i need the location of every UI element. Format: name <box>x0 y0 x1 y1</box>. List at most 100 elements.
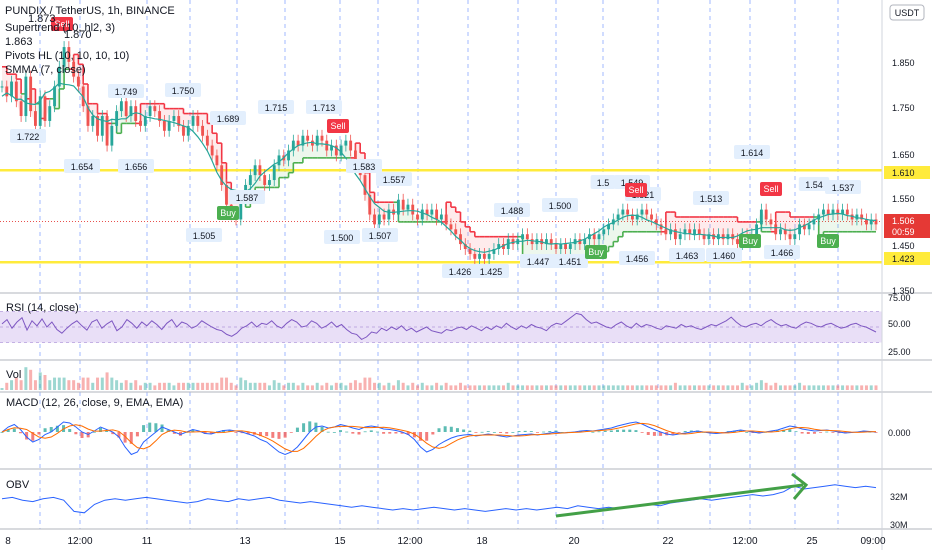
candle <box>707 234 711 240</box>
macd-histogram-bar <box>468 430 472 432</box>
time-label: 13 <box>239 536 251 547</box>
supertrend-fill <box>718 216 724 240</box>
pivot-label: 1.614 <box>741 148 764 158</box>
macd-histogram-bar <box>431 432 435 435</box>
time-axis[interactable]: 8 12:00 11 13 15 12:00 18 20 22 12:00 25 09:00 <box>5 536 886 547</box>
candle <box>167 120 171 131</box>
price-axis[interactable]: 1.850 1.750 1.650 1.550 1.450 1.350 1.61… <box>884 58 930 296</box>
candle <box>673 229 677 240</box>
candle <box>320 135 324 141</box>
macd-histogram-bar <box>135 432 139 437</box>
candle <box>468 249 472 254</box>
volume-bar <box>172 385 176 390</box>
volume-bar <box>769 385 773 390</box>
volume-bar <box>253 382 257 390</box>
volume-bar <box>406 385 410 390</box>
macd-histogram-bar <box>92 431 96 433</box>
obv-axis[interactable]: 32M 30M <box>890 492 908 530</box>
volume-bar <box>291 382 295 390</box>
macd-axis[interactable]: 0.000 <box>888 428 911 438</box>
price-tick: 1.550 <box>892 194 915 204</box>
smma-legend[interactable]: SMMA (7, close) <box>5 64 86 76</box>
time-label: 15 <box>334 536 346 547</box>
volume-bar <box>826 385 830 390</box>
candle <box>373 214 376 225</box>
currency-badge[interactable]: USDT <box>889 4 925 21</box>
volume-bar <box>850 385 854 390</box>
volume-bar <box>81 377 85 390</box>
price-pane[interactable] <box>0 41 882 265</box>
pivot-label-box <box>693 191 729 205</box>
pivot-label: 1.713 <box>313 103 336 113</box>
candle <box>129 106 133 117</box>
obv-tick: 32M <box>890 492 908 502</box>
obv-pane[interactable] <box>1 472 877 518</box>
symbol-title: PUNDIX / TetherUS, 1h, BINANCE <box>5 5 175 17</box>
rsi-label[interactable]: RSI (14, close) <box>6 302 79 314</box>
candle <box>826 209 830 215</box>
volume-bar <box>339 382 343 390</box>
volume-bar <box>721 385 725 390</box>
macd-histogram-bar <box>542 431 546 433</box>
obv-label[interactable]: OBV <box>6 479 30 491</box>
candle <box>822 209 825 215</box>
macd-histogram-bar <box>111 432 115 435</box>
supertrend-legend[interactable]: Supertrend (10, hl2, 3) <box>5 22 115 34</box>
pivot-label-box <box>210 111 246 125</box>
candle <box>573 239 577 245</box>
candle <box>807 224 811 230</box>
candle <box>640 209 644 215</box>
candle <box>115 111 119 126</box>
pivot-label: 1.722 <box>17 132 40 142</box>
macd-histogram-bar <box>302 423 306 432</box>
rsi-pane[interactable] <box>0 311 882 343</box>
volume-pane[interactable] <box>0 367 878 390</box>
volume-bar <box>267 385 271 390</box>
candle <box>53 86 56 107</box>
pivot-label-box <box>542 198 578 212</box>
supertrend-fill <box>727 216 733 240</box>
macd-histogram-bar <box>837 432 841 434</box>
candle <box>382 214 386 220</box>
volume-bar <box>244 380 248 390</box>
pivot-label-box <box>362 228 398 242</box>
level-low-tag <box>884 252 930 265</box>
volume-bar <box>793 385 797 390</box>
candle <box>186 125 190 136</box>
volume-bar <box>439 385 443 390</box>
candle <box>220 165 224 185</box>
candle <box>349 140 353 151</box>
macd-histogram-bar <box>283 432 287 438</box>
volume-bar <box>864 385 868 390</box>
macd-histogram-bar <box>560 432 564 433</box>
volume-label[interactable]: Vol <box>6 369 21 381</box>
volume-bar <box>458 382 462 390</box>
candle <box>521 234 525 240</box>
candle <box>48 106 52 121</box>
candle <box>215 155 219 166</box>
supertrend-fill <box>708 216 714 240</box>
candle <box>721 234 725 240</box>
rsi-axis[interactable]: 75.00 50.00 25.00 <box>888 293 911 357</box>
volume-bar <box>731 385 735 390</box>
volume-bar <box>14 377 18 390</box>
volume-bar <box>373 382 377 390</box>
pivots-legend[interactable]: Pivots HL (10, 10, 10, 10) <box>5 50 129 62</box>
candle <box>545 239 548 245</box>
volume-bar <box>611 385 615 390</box>
macd-label[interactable]: MACD (12, 26, close, 9, EMA, EMA) <box>6 397 183 409</box>
volume-bar <box>363 377 367 390</box>
candle <box>487 253 491 259</box>
obv-tick: 30M <box>890 520 908 530</box>
volume-bar <box>535 385 539 390</box>
macd-histogram-bar <box>615 429 619 432</box>
volume-bar <box>841 385 845 390</box>
candle <box>396 199 400 215</box>
macd-pane[interactable] <box>0 421 878 456</box>
volume-bar <box>764 382 768 390</box>
time-label: 11 <box>142 536 153 547</box>
volume-bar <box>759 380 763 390</box>
pivot-label: 1.689 <box>217 114 240 124</box>
sell-signal <box>51 17 73 31</box>
